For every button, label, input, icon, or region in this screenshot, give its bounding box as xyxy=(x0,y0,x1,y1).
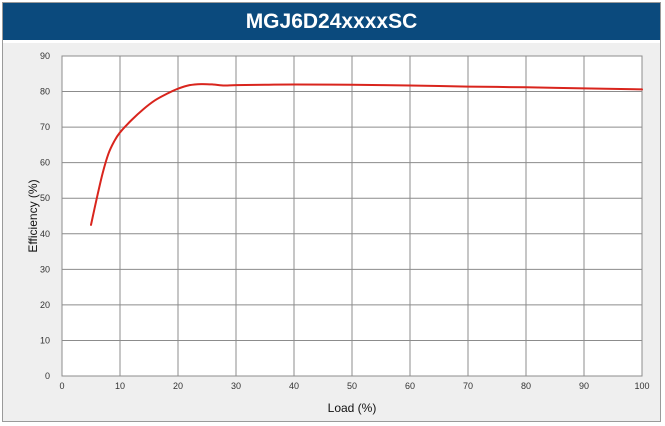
y-tick-label: 20 xyxy=(40,300,50,310)
x-tick-label: 10 xyxy=(115,381,125,391)
y-axis-label: Efficiency (%) xyxy=(26,179,40,252)
y-tick-label: 70 xyxy=(40,122,50,132)
x-tick-label: 40 xyxy=(289,381,299,391)
x-tick-label: 50 xyxy=(347,381,357,391)
efficiency-series-line xyxy=(90,83,643,226)
x-tick-label: 60 xyxy=(405,381,415,391)
y-tick-label: 30 xyxy=(40,264,50,274)
plot-border xyxy=(61,55,643,377)
y-tick-label: 80 xyxy=(40,87,50,97)
x-tick-label: 0 xyxy=(59,381,64,391)
chart-title: MGJ6D24xxxxSC xyxy=(3,3,660,43)
x-axis-label: Load (%) xyxy=(328,401,377,415)
x-tick-label: 90 xyxy=(579,381,589,391)
x-tick-label: 80 xyxy=(521,381,531,391)
y-tick-label: 10 xyxy=(40,335,50,345)
x-tick-label: 70 xyxy=(463,381,473,391)
y-tick-label: 40 xyxy=(40,229,50,239)
y-tick-label: 50 xyxy=(40,193,50,203)
x-tick-label: 100 xyxy=(634,381,649,391)
x-tick-label: 30 xyxy=(231,381,241,391)
y-tick-label: 0 xyxy=(45,371,50,381)
y-tick-label: 60 xyxy=(40,158,50,168)
y-tick-label: 90 xyxy=(40,51,50,61)
x-tick-label: 20 xyxy=(173,381,183,391)
